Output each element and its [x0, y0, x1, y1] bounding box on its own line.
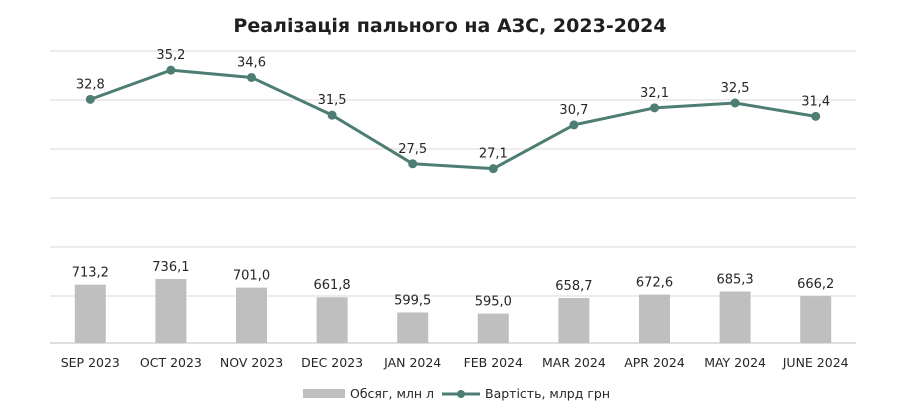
bar [397, 312, 429, 343]
bar [316, 297, 348, 343]
x-tick-label: DEC 2023 [301, 355, 363, 370]
x-tick-label: JAN 2024 [383, 355, 441, 370]
line-data-label: 27,5 [398, 142, 427, 157]
line-point [247, 72, 256, 82]
bar [719, 291, 751, 343]
bar [236, 287, 267, 343]
bar [477, 313, 509, 343]
x-axis-tick-labels: SEP 2023 OCT 2023 NOV 2023 DEC 2023 JAN 2024… [61, 355, 849, 370]
bar-data-label: 685,3 [716, 272, 753, 287]
bar-data-label: 701,0 [233, 269, 270, 284]
line-data-label: 32,8 [76, 77, 105, 92]
line-data-label: 35,2 [156, 48, 185, 63]
bar-data-label: 713,2 [72, 266, 109, 281]
line-point [730, 98, 740, 108]
bar-data-label: 661,8 [313, 278, 350, 293]
legend: Обсяг, млн л Вартість, млрд грн [303, 386, 610, 401]
line-data-label: 30,7 [559, 103, 588, 118]
x-tick-label: MAR 2024 [542, 355, 606, 370]
bar-data-label: 736,1 [152, 260, 189, 275]
bar-data-label: 595,0 [475, 295, 512, 310]
x-tick-label: SEP 2023 [61, 355, 120, 370]
line-series [85, 65, 821, 174]
x-tick-label: NOV 2023 [220, 355, 283, 370]
bar-data-label: 599,5 [394, 293, 431, 308]
bar-series [74, 279, 832, 343]
x-tick-label: MAY 2024 [704, 355, 766, 370]
legend-bar-label: Обсяг, млн л [350, 386, 434, 401]
bar [639, 294, 670, 343]
legend-bar-swatch [303, 389, 345, 398]
line-point [166, 65, 176, 75]
line-data-label: 32,1 [640, 86, 669, 101]
chart-title: Реалізація пального на АЗС, 2023-2024 [233, 15, 666, 37]
bar [800, 296, 832, 343]
line-point [569, 120, 579, 130]
line-data-label: 31,4 [801, 94, 830, 109]
bar-data-label: 672,6 [636, 276, 673, 291]
line-point [408, 159, 418, 169]
bar-data-label: 666,2 [797, 277, 834, 292]
line-data-label: 27,1 [479, 147, 508, 162]
line-data-label: 34,6 [237, 55, 266, 70]
line-point [85, 94, 95, 104]
line-point [811, 111, 821, 121]
bar [558, 297, 590, 343]
x-tick-label: APR 2024 [624, 355, 685, 370]
line-data-labels: 32,8 35,2 34,6 31,5 27,5 27,1 30,7 32,1 32,5 31,4 [76, 48, 830, 161]
bar [155, 279, 187, 343]
line-data-label: 32,5 [721, 81, 750, 96]
bar [74, 284, 106, 343]
line-point [650, 103, 659, 113]
x-tick-label: JUNE 2024 [782, 355, 849, 370]
line-data-label: 31,5 [318, 93, 347, 108]
line-path [89, 68, 816, 171]
legend-line-label: Вартість, млрд грн [485, 386, 610, 401]
line-point [327, 110, 337, 120]
x-tick-label: OCT 2023 [140, 355, 202, 370]
x-tick-label: FEB 2024 [464, 355, 523, 370]
legend-line-marker [457, 390, 465, 398]
line-point [488, 164, 498, 174]
bar-data-labels: 713,2 736,1 701,0 661,8 599,5 595,0 658,7 672,6… [72, 260, 835, 310]
bar-data-label: 658,7 [555, 279, 592, 294]
